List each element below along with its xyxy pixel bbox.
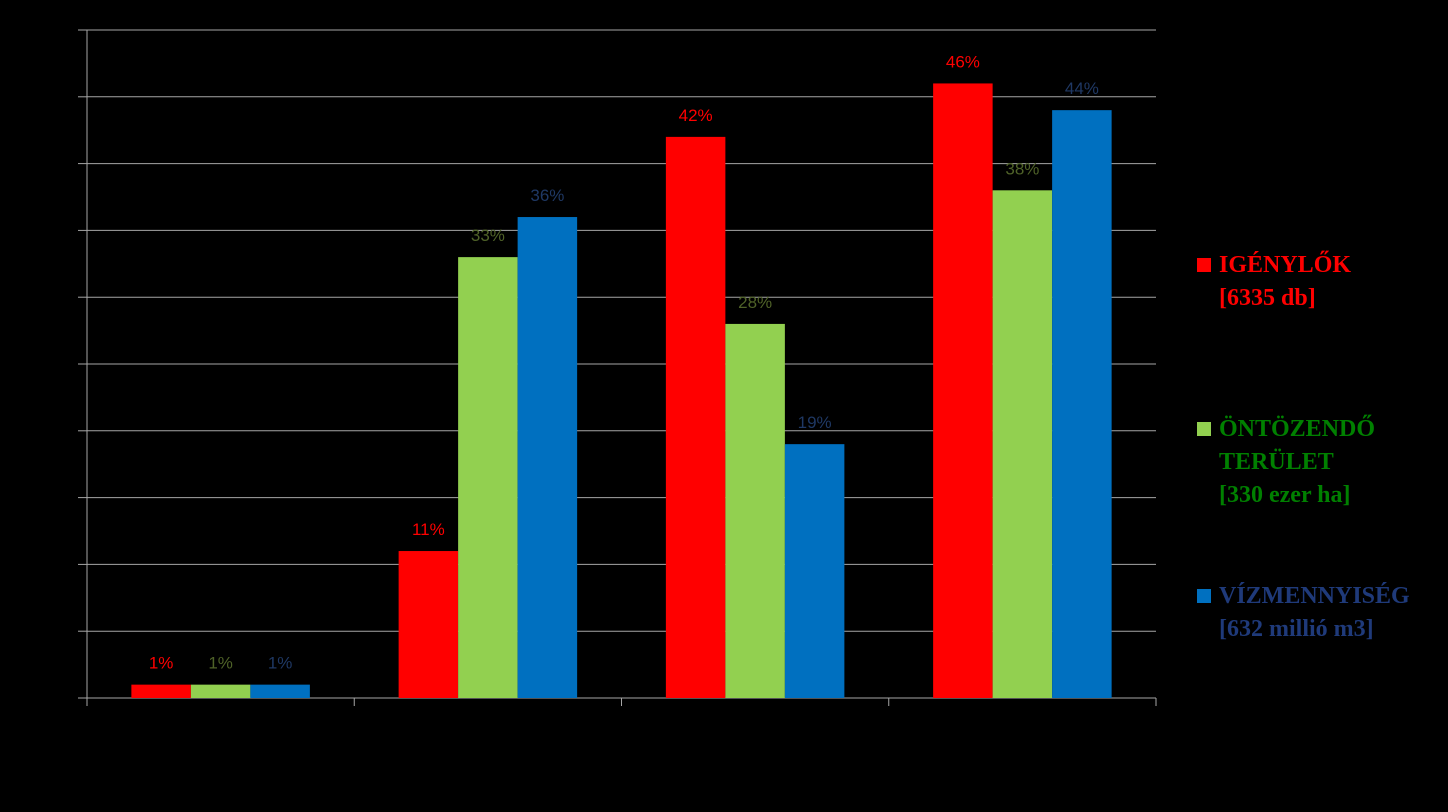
legend-swatch: [1197, 258, 1211, 272]
bar: [725, 323, 785, 698]
legend-label: ÖNTÖZENDŐ TERÜLET [330 ezer ha]: [1219, 416, 1376, 508]
value-label: 33%: [471, 226, 505, 245]
value-label: 1%: [268, 654, 293, 673]
legend-label: VÍZMENNYISÉG [632 millió m3]: [1219, 583, 1410, 642]
value-label: 11%: [412, 520, 445, 539]
legend-swatch: [1197, 589, 1211, 603]
legend-swatch: [1197, 422, 1211, 436]
bar: [131, 684, 191, 698]
bar: [458, 257, 518, 698]
bar: [250, 684, 310, 698]
value-label: 36%: [530, 186, 564, 205]
legend-item: VÍZMENNYISÉG [632 millió m3]: [1197, 580, 1410, 646]
value-label: 42%: [679, 106, 713, 125]
legend-item: ÖNTÖZENDŐ TERÜLET [330 ezer ha]: [1197, 413, 1375, 512]
legend-item: IGÉNYLŐK [6335 db]: [1197, 249, 1351, 315]
bar: [784, 444, 845, 698]
value-label: 28%: [738, 293, 772, 312]
bar: [992, 190, 1053, 698]
value-label: 19%: [798, 413, 832, 432]
legend-label: IGÉNYLŐK [6335 db]: [1219, 252, 1352, 311]
value-label: 44%: [1065, 79, 1099, 98]
bar: [665, 136, 726, 698]
bar: [190, 684, 251, 698]
value-label: 38%: [1005, 159, 1039, 178]
value-label: 1%: [208, 654, 233, 673]
value-label: 46%: [946, 52, 980, 71]
bar: [933, 83, 993, 698]
bar: [517, 217, 578, 699]
bar: [1052, 110, 1112, 698]
value-label: 1%: [149, 654, 174, 673]
bar: [398, 551, 459, 698]
